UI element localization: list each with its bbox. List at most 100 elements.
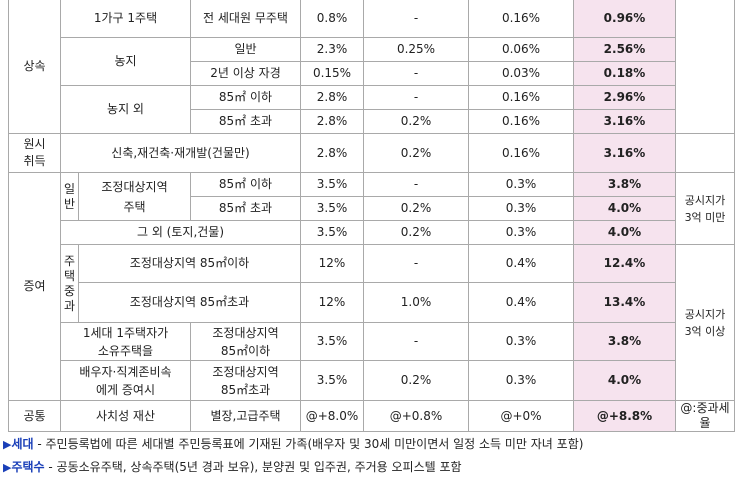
subtype-label: 전 세대원 무주택 (190, 0, 301, 38)
table-row: 증여 일 반 조정대상지역 주택 85㎡ 이하 3.5% - 0.3% 3.8%… (8, 172, 735, 401)
table-row: 농지 외 85㎡ 이하 2.8% - 0.16% 2.96% (9, 85, 735, 134)
total-rate: 4.0% (573, 360, 676, 401)
acquisition-rate: 12% (300, 282, 364, 323)
acquisition-rate: 12% (300, 244, 364, 283)
farm-tax-rate: 0.25% (363, 37, 469, 62)
total-rate: 13.4% (573, 282, 676, 323)
farm-tax-rate: - (363, 322, 469, 361)
section-label: 원시 취득 (8, 133, 61, 173)
tax-rate-table: 상속 1가구 1주택 전 세대원 무주택 0.8% - 0.16% 0.96% … (8, 0, 735, 432)
type-label: 사치성 재산 (60, 400, 191, 432)
note-cell: 공시지가 3억 이상 (675, 244, 735, 401)
education-tax-rate: 0.4% (468, 282, 574, 323)
farm-tax-rate: 0.2% (363, 220, 469, 245)
acquisition-rate: 0.15% (300, 61, 364, 86)
type-label: 1세대 1주택자가 소유주택을 (60, 322, 191, 361)
table-row: 그 외 (토지,건물) 3.5% 0.2% 0.3% 4.0% (9, 220, 735, 245)
table-row: 배우자·직계존비속 에게 증여시 조정대상지역 85㎡초과 3.5% 0.2% … (9, 360, 735, 401)
subtype-label: 조정대상지역 85㎡초과 (190, 360, 301, 401)
section-label: 상속 (8, 0, 61, 134)
footnote-text: - 주민등록법에 따른 세대별 주민등록표에 기재된 가족(배우자 및 30세 … (33, 437, 584, 451)
footnote-term: 주택수 (11, 460, 45, 474)
education-tax-rate: 0.3% (468, 220, 574, 245)
note-cell: @:중과세율 (675, 400, 735, 432)
acquisition-rate: 2.8% (300, 133, 364, 173)
acquisition-rate: 2.3% (300, 37, 364, 62)
total-rate: 12.4% (573, 244, 676, 283)
acquisition-rate: 3.5% (300, 172, 364, 197)
acquisition-rate: 2.8% (300, 109, 364, 134)
type-label: 농지 외 (60, 85, 191, 134)
total-rate: 2.56% (573, 37, 676, 62)
total-rate: 3.16% (573, 109, 676, 134)
section-label: 공통 (8, 400, 61, 432)
footnote-term: 세대 (11, 437, 34, 451)
total-rate: @+8.8% (573, 400, 676, 432)
acquisition-rate: 2.8% (300, 85, 364, 110)
education-tax-rate: 0.3% (468, 172, 574, 197)
education-tax-rate: 0.3% (468, 322, 574, 361)
type-label: 배우자·직계존비속 에게 증여시 (60, 360, 191, 401)
total-rate: 2.96% (573, 85, 676, 110)
education-tax-rate: 0.03% (468, 61, 574, 86)
acquisition-rate: 3.5% (300, 322, 364, 361)
farm-tax-rate: 0.2% (363, 133, 469, 173)
farm-tax-rate: - (363, 85, 469, 110)
education-tax-rate: 0.16% (468, 109, 574, 134)
triangle-icon: ▶ (3, 438, 12, 451)
subtype-label: 85㎡ 초과 (190, 109, 301, 134)
note-cell (675, 133, 735, 173)
group-label: 주 택 중 과 (60, 244, 79, 323)
subtype-label: 85㎡ 이하 (190, 172, 301, 197)
subtype-label: 일반 (190, 37, 301, 62)
education-tax-rate: 0.16% (468, 85, 574, 110)
education-tax-rate: 0.16% (468, 133, 574, 173)
table-row: 조정대상지역 85㎡초과 12% 1.0% 0.4% 13.4% (9, 282, 735, 323)
table-row: 1세대 1주택자가 소유주택을 조정대상지역 85㎡이하 3.5% - 0.3%… (9, 322, 735, 361)
subtype-label: 85㎡ 이하 (190, 85, 301, 110)
footnote-household: ▶세대 - 주민등록법에 따른 세대별 주민등록표에 기재된 가족(배우자 및 … (3, 433, 583, 456)
acquisition-rate: 3.5% (300, 196, 364, 221)
subtype-label: 85㎡ 초과 (190, 196, 301, 221)
education-tax-rate: 0.16% (468, 0, 574, 38)
farm-tax-rate: 0.2% (363, 109, 469, 134)
table-row: 원시 취득 신축,재건축·재개발(건물만) 2.8% 0.2% 0.16% 3.… (8, 133, 735, 173)
note-cell (675, 0, 735, 134)
farm-tax-rate: - (363, 61, 469, 86)
education-tax-rate: 0.3% (468, 196, 574, 221)
note-cell: 공시지가 3억 미만 (675, 172, 735, 245)
type-label: 농지 (60, 37, 191, 86)
triangle-icon: ▶ (3, 461, 12, 474)
farm-tax-rate: 0.2% (363, 360, 469, 401)
table-row: 공통 사치성 재산 별장,고급주택 @+8.0% @+0.8% @+0% @+8… (8, 400, 735, 432)
subtype-label: 조정대상지역 85㎡이하 (190, 322, 301, 361)
table-row: 농지 일반 2.3% 0.25% 0.06% 2.56% (9, 37, 735, 86)
acquisition-rate: 3.5% (300, 360, 364, 401)
total-rate: 0.18% (573, 61, 676, 86)
type-label: 조정대상지역 주택 (78, 172, 191, 221)
farm-tax-rate: - (363, 0, 469, 38)
total-rate: 4.0% (573, 220, 676, 245)
farm-tax-rate: - (363, 244, 469, 283)
table-row: 2년 이상 자경 0.15% - 0.03% 0.18% (9, 61, 735, 86)
group-label: 일 반 (60, 172, 79, 221)
farm-tax-rate: @+0.8% (363, 400, 469, 432)
type-label: 조정대상지역 85㎡이하 (78, 244, 301, 283)
table-row: 상속 1가구 1주택 전 세대원 무주택 0.8% - 0.16% 0.96% (8, 0, 735, 134)
footnotes: ▶세대 - 주민등록법에 따른 세대별 주민등록표에 기재된 가족(배우자 및 … (3, 433, 583, 479)
type-label: 신축,재건축·재개발(건물만) (60, 133, 301, 173)
table-row: 주 택 중 과 조정대상지역 85㎡이하 12% - 0.4% 12.4% 공시… (9, 244, 735, 401)
type-label: 조정대상지역 85㎡초과 (78, 282, 301, 323)
acquisition-rate: 3.5% (300, 220, 364, 245)
farm-tax-rate: 0.2% (363, 196, 469, 221)
type-label: 1가구 1주택 (60, 0, 191, 38)
acquisition-rate: 0.8% (300, 0, 364, 38)
footnote-text: - 공동소유주택, 상속주택(5년 경과 보유), 분양권 및 입주권, 주거용… (44, 460, 462, 474)
education-tax-rate: 0.06% (468, 37, 574, 62)
education-tax-rate: @+0% (468, 400, 574, 432)
acquisition-rate: @+8.0% (300, 400, 364, 432)
total-rate: 3.8% (573, 172, 676, 197)
subtype-label: 2년 이상 자경 (190, 61, 301, 86)
farm-tax-rate: 1.0% (363, 282, 469, 323)
